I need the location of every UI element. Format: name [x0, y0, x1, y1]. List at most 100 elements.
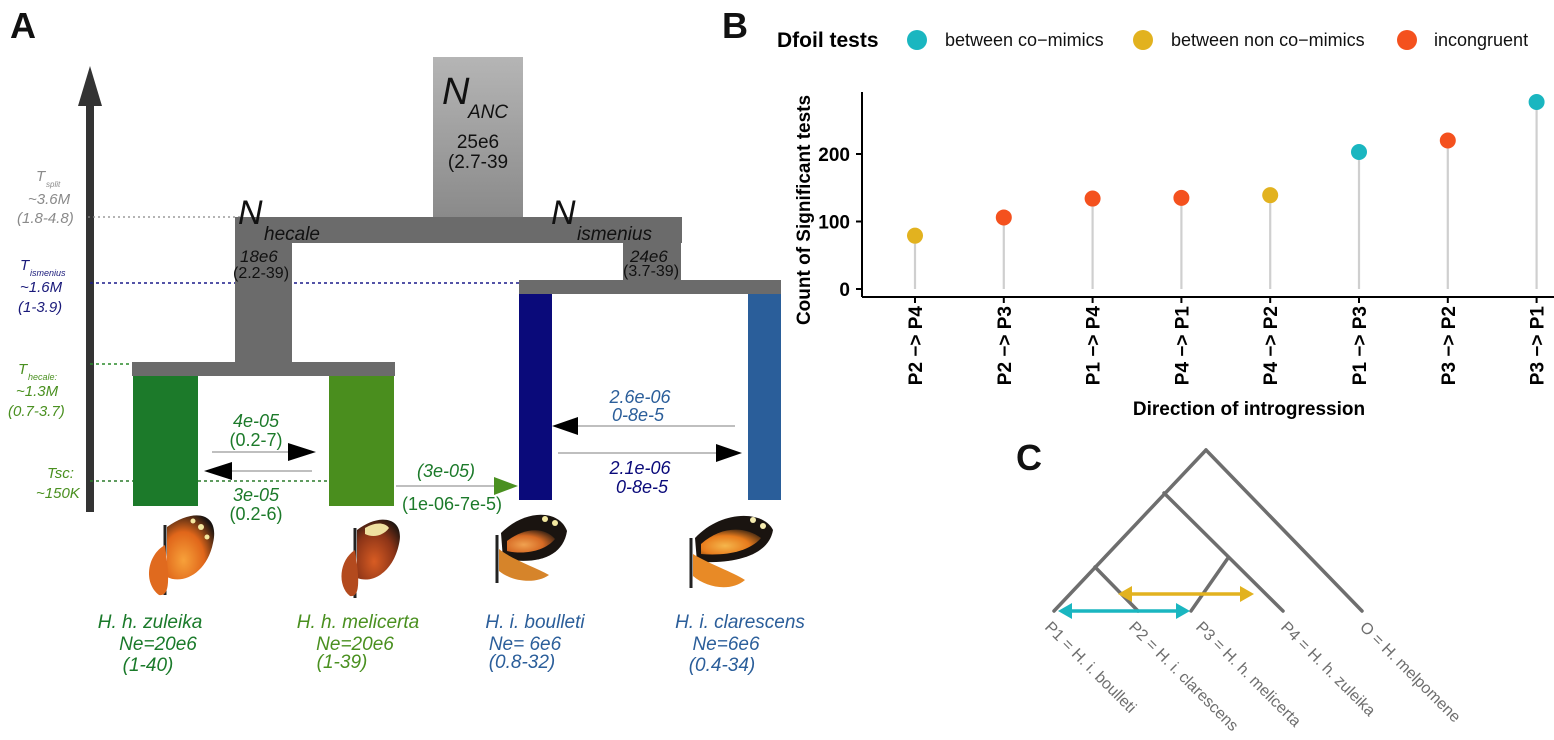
svg-text:~150K: ~150K: [36, 485, 81, 502]
t-hecale-label: T hecale: ~1.3M (0.7-3.7): [8, 361, 65, 420]
x-tick-label: P4 −> P1: [1172, 306, 1193, 386]
svg-text:(0.4-34): (0.4-34): [689, 655, 756, 676]
svg-text:N: N: [238, 194, 263, 232]
svg-text:2.6e-06: 2.6e-06: [608, 387, 671, 407]
svg-text:(2.7-39: (2.7-39: [448, 152, 508, 173]
x-tick-label: P1 −> P3: [1350, 306, 1371, 385]
svg-text:(3.7-39): (3.7-39): [623, 263, 679, 280]
migration-zuleika-melicerta: 4e-05 (0.2-7) 3e-05 (0.2-6): [204, 411, 316, 524]
svg-text:T: T: [20, 257, 31, 274]
svg-text:24e6: 24e6: [629, 247, 668, 266]
svg-text:hecale:: hecale:: [28, 372, 58, 382]
panel-c-letter: C: [1016, 437, 1042, 478]
n-hecale-label: N hecale 18e6 (2.2-39): [233, 194, 320, 282]
x-tick-label: P2 −> P4: [906, 306, 927, 386]
tree-tip-labels: P1 = H. i. boulleti P2 = H. i. clarescen…: [1041, 619, 1463, 735]
legend-swatch-non-co-mimics: [1133, 30, 1153, 50]
migration-boulleti-clarescens: 2.6e-06 0-8e-5 2.1e-06 0-8e-5: [552, 387, 742, 497]
svg-text:N: N: [442, 71, 470, 113]
svg-text:~1.6M: ~1.6M: [20, 279, 63, 296]
svg-text:Ne= 6e6: Ne= 6e6: [489, 634, 562, 655]
y-axis-title: Count of Significant tests: [794, 95, 815, 325]
y-tick-label: 200: [818, 145, 850, 166]
svg-text:H. i. clarescens: H. i. clarescens: [675, 612, 805, 633]
chart-marks: [907, 94, 1545, 289]
species-label-melicerta: H. h. melicerta Ne=20e6 (1-39): [297, 612, 419, 673]
hecale-population-bar: [235, 240, 292, 364]
svg-text:18e6: 18e6: [240, 247, 278, 266]
t-split-label: T split ~3.6M (1.8-4.8): [17, 168, 74, 227]
ismenius-split-bar: [519, 280, 781, 294]
lollipop-point: [1439, 132, 1456, 149]
panel-b-letter: B: [722, 5, 748, 46]
legend: Dfoil tests between co−mimics between no…: [777, 29, 1528, 52]
lollipop-point: [995, 209, 1012, 226]
svg-text:split: split: [46, 180, 61, 189]
x-tick-label: P1 −> P4: [1084, 306, 1105, 386]
svg-text:T: T: [18, 361, 29, 378]
butterfly-clarescens-image: [689, 515, 773, 588]
tip-label-p2: P2 = H. i. clarescens: [1125, 619, 1241, 735]
svg-text:(0.2-7): (0.2-7): [229, 430, 282, 450]
svg-text:H. h. melicerta: H. h. melicerta: [297, 612, 419, 633]
x-axis-title: Direction of introgression: [1133, 399, 1365, 420]
split-bar: [235, 217, 682, 243]
introgression-arrow-co-mimics: [1058, 603, 1190, 619]
svg-text:(1.8-4.8): (1.8-4.8): [17, 210, 74, 227]
x-tick-label: P4 −> P2: [1261, 306, 1282, 385]
y-ticks: 0 100 200: [818, 145, 862, 301]
x-tick-label: P2 −> P3: [995, 306, 1016, 385]
zuleika-population-bar: [133, 376, 198, 506]
svg-text:(0.8-32): (0.8-32): [489, 652, 556, 673]
lollipop-point: [1262, 187, 1279, 204]
tip-label-p1: P1 = H. i. boulleti: [1041, 619, 1139, 717]
svg-text:N: N: [551, 194, 576, 232]
svg-text:Ne=20e6: Ne=20e6: [316, 634, 394, 655]
lollipop-point: [1528, 94, 1545, 111]
svg-text:(0.2-6): (0.2-6): [229, 504, 282, 524]
svg-text:T: T: [36, 168, 47, 185]
svg-text:(3e-05): (3e-05): [417, 461, 475, 481]
svg-text:0-8e-5: 0-8e-5: [616, 477, 669, 497]
lollipop-point: [907, 227, 923, 244]
svg-text:3e-05: 3e-05: [233, 485, 280, 505]
x-tick-label: P3 −> P1: [1528, 306, 1549, 386]
svg-text:ismenius: ismenius: [577, 224, 652, 245]
svg-text:0-8e-5: 0-8e-5: [612, 405, 665, 425]
svg-text:(0.7-3.7): (0.7-3.7): [8, 403, 65, 420]
svg-text:2.1e-06: 2.1e-06: [608, 458, 671, 478]
legend-label-co-mimics: between co−mimics: [945, 30, 1104, 50]
svg-text:Ne=6e6: Ne=6e6: [692, 634, 760, 655]
t-sc-label: Tsc: ~150K: [36, 465, 81, 502]
migration-melicerta-boulleti: (3e-05) (1e-06-7e-5): [396, 461, 518, 514]
legend-title: Dfoil tests: [777, 29, 879, 52]
butterfly-melicerta-image: [341, 519, 400, 598]
t-ismenius-label: T ismenius ~1.6M (1-3.9): [18, 257, 66, 316]
legend-label-incongruent: incongruent: [1434, 30, 1528, 50]
hecale-split-bar: [132, 362, 395, 376]
svg-text:~1.3M: ~1.3M: [16, 383, 59, 400]
butterfly-boulleti-image: [495, 514, 567, 583]
species-label-boulleti: H. i. boulleti Ne= 6e6 (0.8-32): [485, 612, 585, 673]
panel-b: B Dfoil tests between co−mimics between …: [722, 5, 1554, 420]
svg-text:(1-40): (1-40): [123, 655, 174, 676]
boulleti-population-bar: [519, 294, 552, 500]
svg-text:(2.2-39): (2.2-39): [233, 265, 289, 282]
svg-text:ismenius: ismenius: [30, 268, 66, 278]
panel-c: C P1 = H. i. boulleti P2 = H. i. claresc…: [1016, 437, 1464, 735]
legend-swatch-co-mimics: [907, 30, 927, 50]
n-anc-label: N ANC 25e6 (2.7-39: [442, 71, 508, 173]
svg-text:hecale: hecale: [264, 224, 320, 245]
n-ismenius-label: N ismenius 24e6 (3.7-39): [551, 194, 679, 280]
melicerta-population-bar: [329, 376, 394, 506]
panel-a: A N ANC 25e6 (2.7-39: [8, 5, 805, 676]
svg-text:H. h. zuleika: H. h. zuleika: [98, 612, 203, 633]
svg-text:ANC: ANC: [467, 102, 508, 123]
species-label-clarescens: H. i. clarescens Ne=6e6 (0.4-34): [675, 612, 805, 676]
y-tick-label: 0: [839, 280, 850, 301]
introgression-arrow-non-co-mimics: [1118, 586, 1254, 602]
lollipop-point: [1173, 189, 1190, 206]
svg-text:Tsc:: Tsc:: [47, 465, 74, 482]
legend-label-non-co-mimics: between non co−mimics: [1171, 30, 1365, 50]
